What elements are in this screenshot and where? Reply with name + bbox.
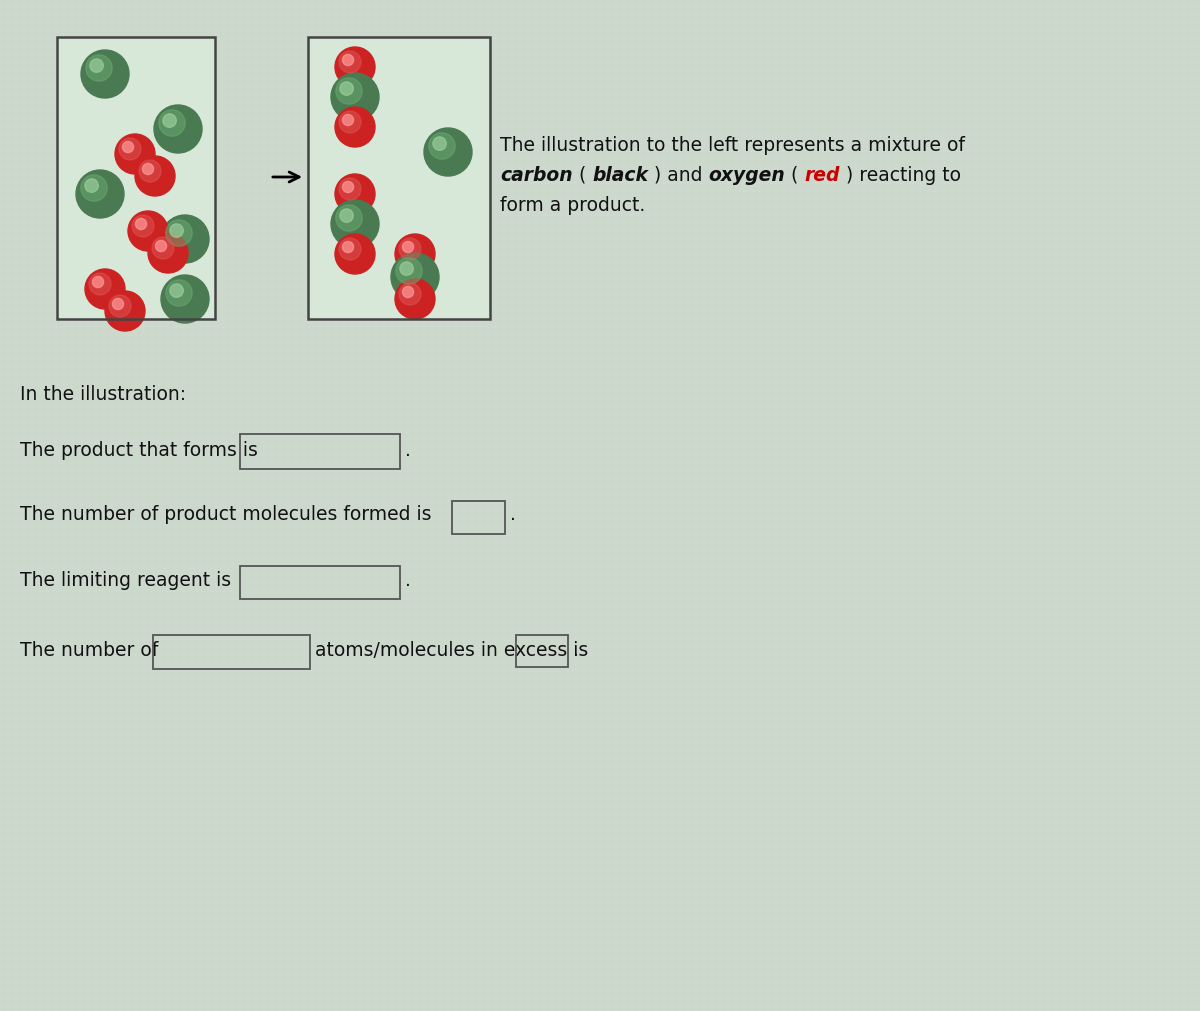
Circle shape [136, 219, 146, 231]
Text: form a product.: form a product. [500, 195, 646, 214]
Circle shape [132, 215, 154, 238]
Circle shape [335, 48, 374, 88]
Circle shape [398, 239, 421, 261]
Circle shape [166, 280, 192, 307]
Circle shape [89, 274, 112, 295]
Circle shape [342, 182, 354, 193]
Circle shape [92, 277, 103, 288]
Bar [240, 566, 400, 600]
Circle shape [395, 235, 436, 275]
Circle shape [76, 171, 124, 218]
Circle shape [139, 161, 161, 183]
Text: In the illustration:: In the illustration: [20, 385, 186, 404]
Circle shape [402, 243, 414, 254]
Circle shape [342, 115, 354, 126]
Circle shape [119, 139, 142, 161]
Circle shape [398, 284, 421, 305]
Circle shape [143, 164, 154, 176]
Circle shape [156, 242, 167, 253]
Circle shape [433, 137, 446, 152]
Text: The number of product molecules formed is: The number of product molecules formed i… [20, 506, 432, 524]
Circle shape [331, 74, 379, 122]
Text: .: . [510, 506, 516, 524]
Bar [58, 38, 215, 319]
Circle shape [170, 285, 184, 298]
Circle shape [342, 56, 354, 67]
Circle shape [336, 79, 362, 105]
Circle shape [158, 110, 185, 137]
Bar [452, 501, 505, 535]
Bar [308, 38, 490, 319]
Circle shape [163, 115, 176, 128]
Circle shape [424, 128, 472, 177]
Circle shape [154, 106, 202, 154]
Circle shape [109, 295, 131, 317]
Bar [240, 435, 400, 469]
Text: (: ( [785, 166, 805, 184]
Circle shape [82, 51, 130, 99]
Text: The product that forms is: The product that forms is [20, 440, 258, 459]
Circle shape [336, 205, 362, 232]
Bar [516, 635, 568, 667]
Circle shape [161, 215, 209, 264]
Circle shape [342, 243, 354, 254]
Text: carbon: carbon [500, 166, 572, 184]
Circle shape [331, 201, 379, 249]
Circle shape [340, 52, 361, 74]
Text: oxygen: oxygen [708, 166, 785, 184]
Circle shape [428, 133, 455, 160]
Circle shape [122, 143, 133, 154]
Circle shape [166, 220, 192, 247]
Circle shape [170, 224, 184, 238]
Circle shape [80, 176, 107, 202]
Circle shape [128, 211, 168, 252]
Bar [308, 38, 490, 319]
Circle shape [90, 60, 103, 73]
Circle shape [391, 254, 439, 301]
Circle shape [335, 108, 374, 148]
Circle shape [340, 209, 353, 223]
Circle shape [161, 276, 209, 324]
Text: red: red [805, 166, 840, 184]
Circle shape [85, 180, 98, 193]
Text: The illustration to the left represents a mixture of: The illustration to the left represents … [500, 135, 965, 155]
Circle shape [395, 280, 436, 319]
Text: atoms/molecules in excess is: atoms/molecules in excess is [314, 640, 588, 659]
Circle shape [86, 56, 113, 82]
Text: .: . [406, 440, 410, 459]
Circle shape [335, 175, 374, 214]
Circle shape [402, 287, 414, 298]
Circle shape [113, 299, 124, 310]
Circle shape [148, 234, 188, 274]
Circle shape [85, 270, 125, 309]
Circle shape [134, 157, 175, 197]
Circle shape [340, 83, 353, 96]
Circle shape [335, 235, 374, 275]
Circle shape [340, 112, 361, 133]
Text: .: . [574, 640, 578, 659]
Text: .: . [406, 570, 410, 589]
Circle shape [400, 263, 413, 276]
Circle shape [152, 238, 174, 260]
Text: ) reacting to: ) reacting to [840, 166, 961, 184]
Circle shape [106, 292, 145, 332]
Text: ) and: ) and [648, 166, 708, 184]
Circle shape [340, 179, 361, 201]
Circle shape [340, 239, 361, 261]
Bar [154, 635, 310, 669]
Circle shape [115, 134, 155, 175]
Text: (: ( [572, 166, 592, 184]
Text: The number of: The number of [20, 640, 158, 659]
Text: The limiting reagent is: The limiting reagent is [20, 570, 232, 589]
Bar [58, 38, 215, 319]
Text: black: black [592, 166, 648, 184]
Circle shape [396, 259, 422, 285]
